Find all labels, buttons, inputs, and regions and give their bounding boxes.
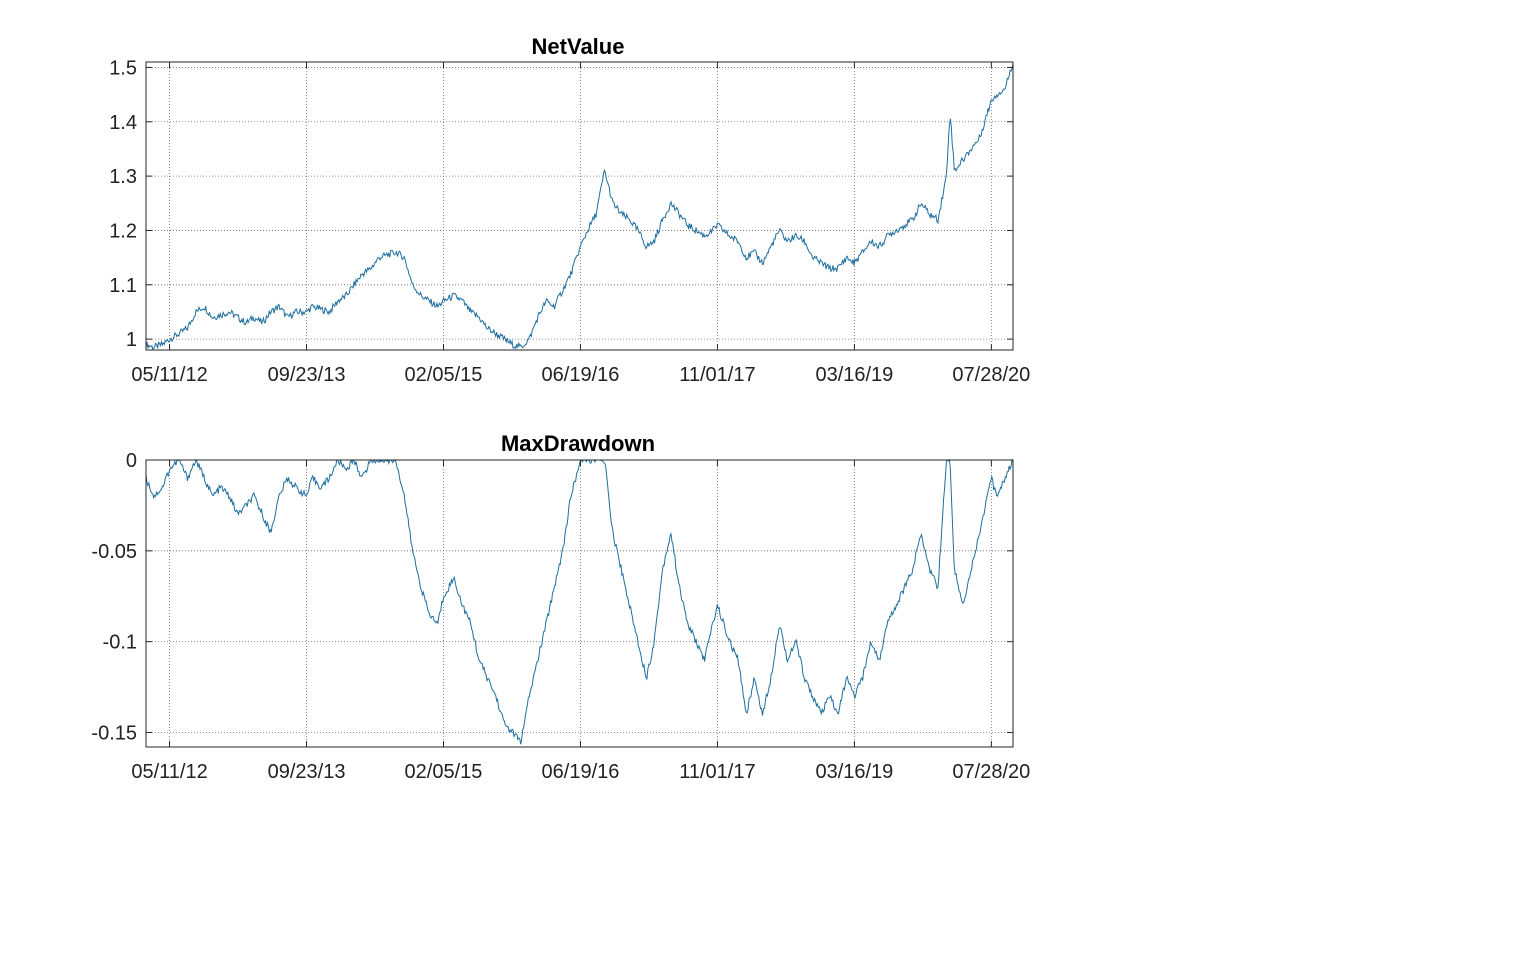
netvalue-y-tick-label: 1.1 [109, 275, 137, 297]
netvalue-x-tick-label: 06/19/16 [542, 364, 620, 386]
netvalue-plot-frame [145, 61, 1014, 351]
maxdrawdown-x-tick-label: 05/11/12 [131, 761, 207, 783]
netvalue-x-tick-label: 02/05/15 [405, 364, 483, 386]
maxdrawdown-y-tick-label: -0.15 [91, 722, 137, 744]
netvalue-x-tick-label: 09/23/13 [268, 364, 346, 386]
netvalue-x-tick-label: 11/01/17 [679, 364, 755, 386]
netvalue-series-line [145, 63, 1014, 351]
maxdrawdown-title: MaxDrawdown [501, 431, 655, 456]
netvalue-title: NetValue [532, 34, 625, 59]
maxdrawdown-x-tick-label: 07/28/20 [952, 761, 1030, 783]
maxdrawdown-y-axis: 0 -0.05 -0.1 -0.15 [91, 450, 1013, 744]
netvalue-x-tick-label: 05/11/12 [131, 364, 207, 386]
netvalue-y-tick-label: 1.3 [109, 166, 137, 188]
maxdrawdown-x-axis: 05/11/12 09/23/13 02/05/15 06/19/16 11/01/17… [131, 460, 1030, 783]
maxdrawdown-gridlines [146, 460, 1013, 747]
maxdrawdown-x-tick-label: 11/01/17 [679, 761, 755, 783]
maxdrawdown-y-tick-label: 0 [126, 450, 137, 472]
maxdrawdown-x-tick-label: 02/05/15 [405, 761, 483, 783]
netvalue-gridlines [146, 62, 1013, 350]
netvalue-y-tick-label: 1 [126, 329, 137, 351]
netvalue-x-tick-label: 07/28/20 [952, 364, 1030, 386]
maxdrawdown-series-line [145, 458, 1014, 745]
maxdrawdown-x-tick-label: 09/23/13 [268, 761, 346, 783]
maxdrawdown-y-tick-label: -0.05 [91, 541, 137, 563]
netvalue-y-tick-label: 1.4 [109, 112, 137, 134]
maxdrawdown-chart: MaxDrawdown 05/11/12 09/23/13 02/05/15 06/1… [91, 431, 1030, 783]
maxdrawdown-x-tick-label: 06/19/16 [542, 761, 620, 783]
netvalue-chart: NetValue 05/11/12 09/23/13 02/05/15 06/19/1… [109, 34, 1030, 386]
maxdrawdown-plot-frame [145, 459, 1014, 748]
netvalue-y-axis: 1 1.1 1.2 1.3 1.4 1.5 [109, 57, 1013, 351]
netvalue-x-tick-label: 03/16/19 [815, 364, 893, 386]
maxdrawdown-x-tick-label: 03/16/19 [815, 761, 893, 783]
netvalue-y-tick-label: 1.5 [109, 57, 137, 79]
maxdrawdown-y-tick-label: -0.1 [103, 632, 137, 654]
netvalue-y-tick-label: 1.2 [109, 220, 137, 242]
netvalue-x-axis: 05/11/12 09/23/13 02/05/15 06/19/16 11/01/17… [131, 62, 1030, 386]
